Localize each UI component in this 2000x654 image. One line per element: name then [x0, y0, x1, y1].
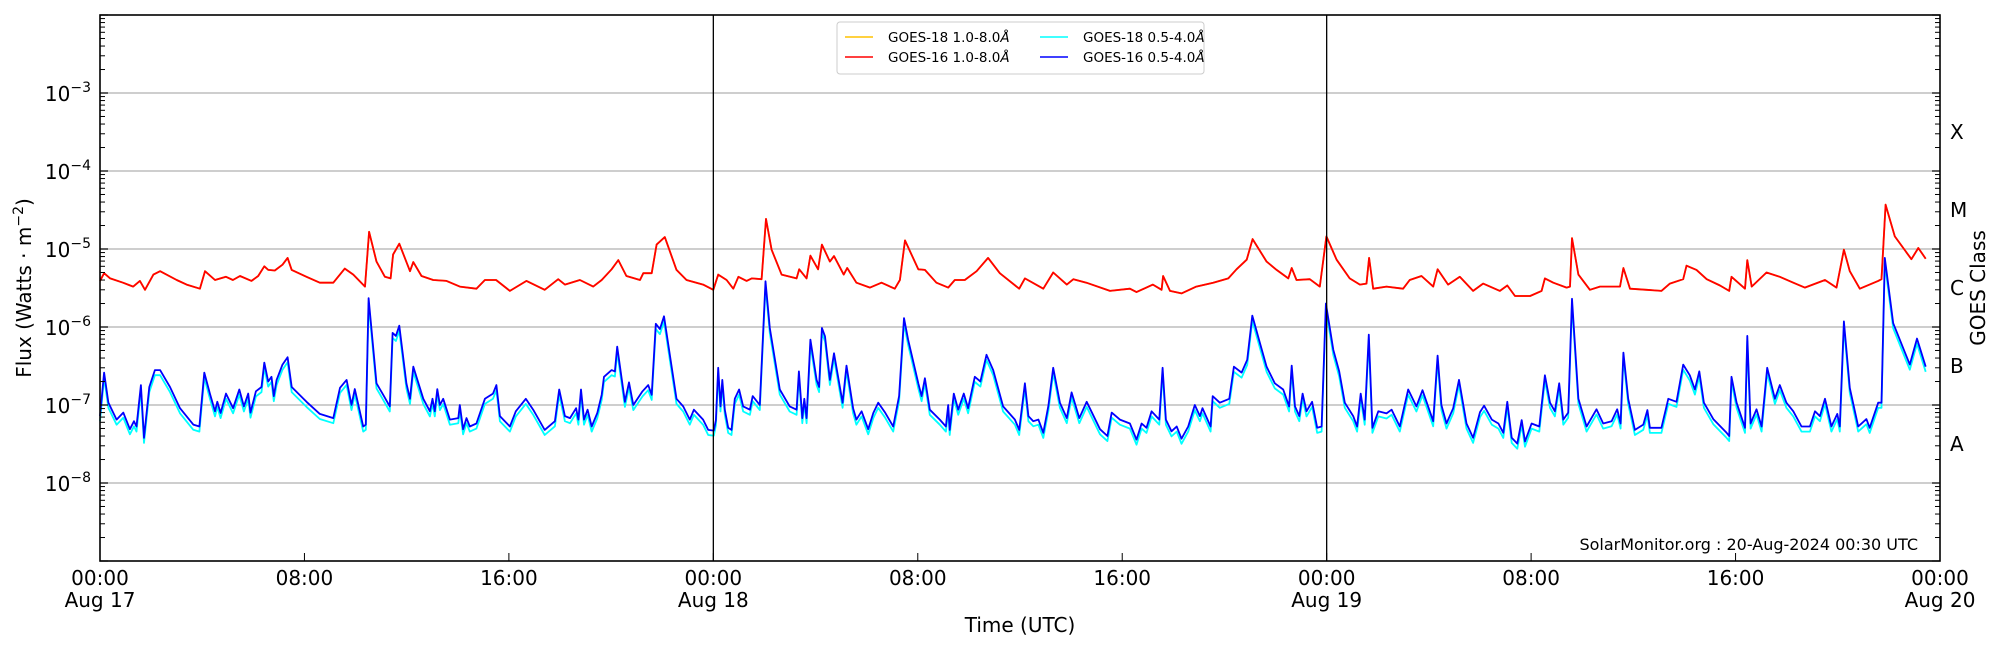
y-axis-label: Flux (Watts · m−2)	[11, 198, 36, 378]
y-tick-label: 10−6	[45, 314, 91, 340]
y-tick-base: 10	[45, 160, 70, 184]
gridlines	[100, 92, 1940, 484]
watermark-annotation: SolarMonitor.org : 20-Aug-2024 00:30 UTC	[1579, 535, 1918, 554]
legend-label: GOES-18 0.5-4.0Å	[1083, 29, 1205, 46]
y-tick-base: 10	[45, 82, 70, 106]
legend-label: GOES-16 0.5-4.0Å	[1083, 49, 1205, 66]
angstrom-symbol: Å	[1194, 49, 1204, 66]
y-tick-base: 10	[45, 394, 70, 418]
legend-box	[836, 21, 1205, 75]
y-tick-base: 10	[45, 472, 70, 496]
y-tick-label: 10−4	[45, 158, 91, 184]
legend-label-text: GOES-16 1.0-8.0	[888, 50, 1000, 66]
angstrom-symbol: Å	[999, 29, 1009, 46]
series-lines	[99, 203, 1927, 450]
x-tick-time: 08:00	[1502, 566, 1560, 590]
goes-class-label-b: B	[1950, 354, 1964, 378]
legend-label: GOES-18 1.0-8.0Å	[888, 29, 1010, 46]
y2-axis-label: GOES Class	[1966, 230, 1990, 346]
angstrom-symbol: Å	[999, 49, 1009, 66]
goes-class-label-m: M	[1950, 198, 1967, 222]
x-tick-time: 16:00	[480, 566, 538, 590]
goes-class-label-a: A	[1950, 432, 1964, 456]
legend-label-text: GOES-16 0.5-4.0	[1083, 50, 1195, 66]
y-tick-labels: 10−810−710−610−510−410−3	[45, 80, 91, 496]
series-line-goes-16-1-0-8-0	[99, 203, 1927, 297]
y-tick-exponent: −5	[70, 236, 91, 252]
y-tick-exponent: −7	[70, 392, 91, 408]
legend-label-text: GOES-18 1.0-8.0	[888, 30, 1000, 46]
legend-label: GOES-16 1.0-8.0Å	[888, 49, 1010, 66]
y-tick-exponent: −6	[70, 314, 91, 330]
y-tick-base: 10	[45, 316, 70, 340]
y-tick-label: 10−3	[45, 80, 91, 106]
x-tick-date: Aug 19	[1291, 588, 1362, 612]
x-axis-label: Time (UTC)	[964, 613, 1076, 637]
goes-class-label-x: X	[1950, 120, 1964, 144]
plot-frame	[99, 14, 1941, 562]
x-tick-date: Aug 18	[678, 588, 749, 612]
goes-class-labels: A B C M X	[1950, 120, 1967, 456]
x-tick-time: 16:00	[1707, 566, 1765, 590]
legend-label-text: GOES-18 0.5-4.0	[1083, 30, 1195, 46]
y-tick-label: 10−5	[45, 236, 91, 262]
y-tick-exponent: −8	[70, 470, 91, 486]
day-boundary-lines	[712, 15, 1328, 561]
x-tick-time: 08:00	[889, 566, 947, 590]
goes-class-label-c: C	[1950, 276, 1964, 300]
x-tick-time: 08:00	[276, 566, 334, 590]
x-tick-time: 00:00	[1298, 566, 1356, 590]
series-line-goes-16-0-5-4-0	[99, 257, 1927, 445]
axis-ticks	[99, 14, 1941, 562]
x-tick-time: 00:00	[685, 566, 743, 590]
y-tick-label: 10−8	[45, 470, 91, 496]
x-tick-date: Aug 17	[65, 588, 136, 612]
x-tick-time: 16:00	[1093, 566, 1151, 590]
y-tick-label: 10−7	[45, 392, 91, 418]
angstrom-symbol: Å	[1194, 29, 1204, 46]
y-tick-base: 10	[45, 238, 70, 262]
x-tick-time: 00:00	[1911, 566, 1969, 590]
x-tick-date: Aug 20	[1905, 588, 1976, 612]
x-tick-time: 00:00	[71, 566, 129, 590]
y-tick-exponent: −4	[70, 158, 91, 174]
y-tick-exponent: −3	[70, 80, 91, 96]
